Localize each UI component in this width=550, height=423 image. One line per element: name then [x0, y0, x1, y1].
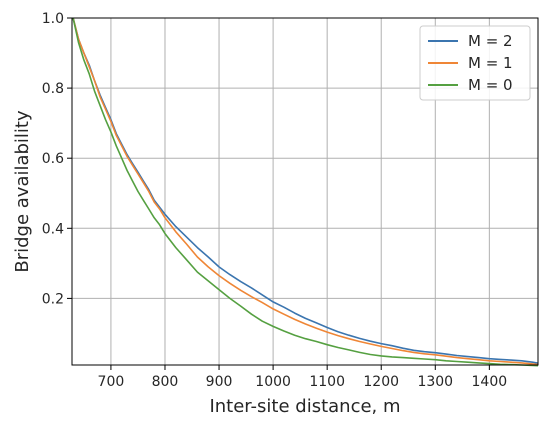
y-tick-label: 0.6 [42, 151, 64, 167]
x-tick-label: 1000 [255, 374, 291, 390]
plot-frame [71, 17, 539, 366]
x-tick-label: 700 [98, 374, 125, 390]
legend-box [419, 25, 531, 101]
y-axis-label: Bridge availability [12, 110, 33, 273]
x-tick-label: 1100 [309, 374, 345, 390]
x-tick-label: 1300 [417, 374, 453, 390]
y-axis: 0.2 0.4 0.6 0.8 1.0 [42, 11, 72, 307]
x-tick-label: 1400 [472, 374, 508, 390]
legend-label: M = 2 [468, 32, 513, 50]
series-line [72, 17, 539, 367]
x-tick-label: 900 [206, 374, 233, 390]
legend-label: M = 0 [468, 76, 513, 94]
x-axis-label: Inter-site distance, m [209, 396, 400, 417]
y-tick-label: 0.2 [42, 291, 64, 307]
series-layer [72, 17, 539, 367]
x-tick-label: 1200 [363, 374, 399, 390]
legend-label: M = 1 [468, 54, 513, 72]
x-tick-label: 800 [152, 374, 179, 390]
legend: M = 2 M = 1 M = 0 [419, 25, 531, 101]
y-tick-label: 0.8 [42, 81, 64, 97]
y-tick-label: 1.0 [42, 11, 64, 27]
y-tick-label: 0.4 [42, 221, 64, 237]
x-axis: 700 800 900 1000 1100 1200 1300 1400 [98, 365, 508, 390]
series-line [72, 17, 539, 366]
